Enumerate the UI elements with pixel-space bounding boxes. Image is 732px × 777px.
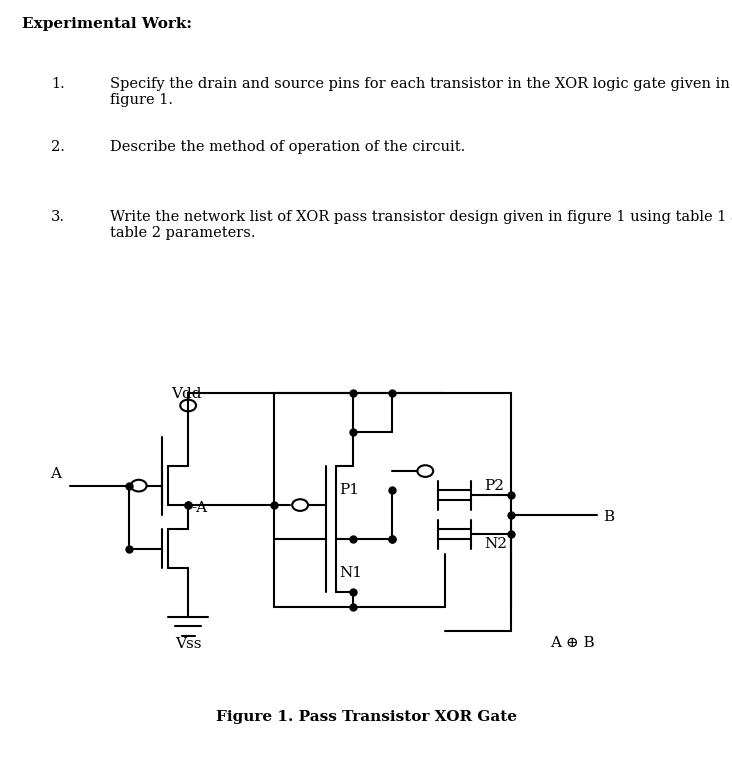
Text: N2: N2 [485, 537, 507, 551]
Text: A ⊕ B: A ⊕ B [550, 636, 595, 650]
Text: Vss: Vss [175, 637, 201, 651]
Text: Write the network list of XOR pass transistor design given in figure 1 using tab: Write the network list of XOR pass trans… [110, 210, 732, 240]
Text: 2.: 2. [51, 140, 65, 154]
Text: A: A [50, 467, 61, 481]
Text: B: B [603, 510, 614, 524]
Text: -A: -A [192, 501, 208, 515]
Text: Figure 1. Pass Transistor XOR Gate: Figure 1. Pass Transistor XOR Gate [215, 709, 517, 723]
Text: 3.: 3. [51, 210, 65, 224]
Text: Experimental Work:: Experimental Work: [22, 18, 192, 32]
Text: N1: N1 [340, 566, 362, 580]
Text: P2: P2 [485, 479, 504, 493]
Text: 1.: 1. [51, 77, 65, 91]
Text: P1: P1 [340, 483, 359, 497]
Text: Vdd: Vdd [171, 387, 202, 401]
Text: Describe the method of operation of the circuit.: Describe the method of operation of the … [110, 140, 465, 154]
Text: Specify the drain and source pins for each transistor in the XOR logic gate give: Specify the drain and source pins for ea… [110, 77, 730, 107]
